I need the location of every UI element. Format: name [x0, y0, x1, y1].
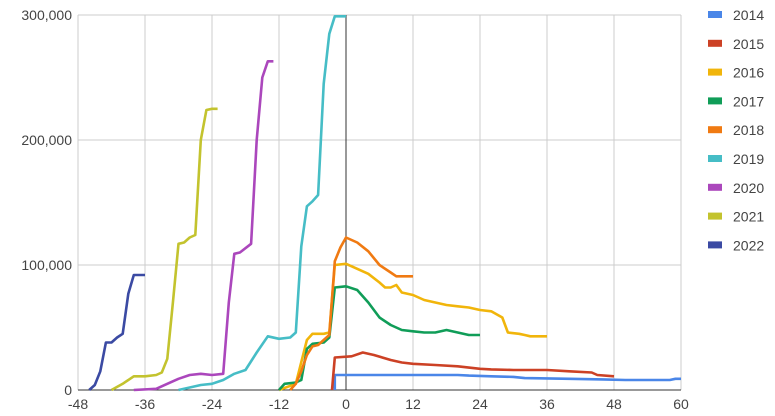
legend-label-2014: 2014 [733, 7, 764, 23]
legend-label-2019: 2019 [733, 151, 764, 167]
legend-label-2017: 2017 [733, 93, 764, 109]
y-tick-label: 100,000 [21, 257, 72, 273]
series-line-2021 [110, 107, 218, 392]
legend-label-2018: 2018 [733, 122, 764, 138]
legend-label-2015: 2015 [733, 36, 764, 52]
legend-swatch-2016 [708, 68, 722, 76]
x-tick-label: 24 [472, 396, 488, 412]
y-tick-label: 300,000 [21, 7, 72, 23]
series-line-2022 [88, 273, 145, 391]
series-line-2016 [278, 262, 547, 392]
legend-label-2016: 2016 [733, 65, 764, 81]
y-tick-label: 0 [64, 382, 72, 398]
legend-swatch-2021 [708, 212, 722, 220]
legend-swatch-2019 [708, 155, 722, 162]
y-tick-label: 200,000 [21, 132, 72, 148]
x-tick-label: 12 [405, 396, 421, 412]
series-line-2015 [330, 351, 615, 391]
x-axis-tick-labels: -48 -36 -24 -12 0 12 24 36 48 60 [68, 396, 689, 412]
legend: 2014 2015 2016 2017 2018 2019 2020 2021 2022 [708, 7, 764, 253]
legend-swatch-2014 [708, 11, 722, 18]
x-tick-label: -36 [135, 396, 155, 412]
x-tick-label: -24 [202, 396, 222, 412]
x-tick-label: 60 [673, 396, 689, 412]
x-tick-label: 48 [606, 396, 622, 412]
grid-lines [77, 14, 682, 391]
legend-swatch-2017 [708, 97, 722, 105]
series-lines [88, 15, 681, 392]
series-line-2018 [289, 236, 413, 391]
series-line-2020 [133, 60, 274, 392]
legend-swatch-2020 [708, 183, 722, 191]
x-tick-label: -12 [269, 396, 289, 412]
series-line-2019 [178, 15, 346, 392]
series-line-2014 [333, 373, 681, 390]
legend-label-2020: 2020 [733, 180, 764, 196]
legend-swatch-2015 [708, 39, 722, 47]
y-axis-tick-labels: 0 100,000 200,000 300,000 [21, 7, 72, 398]
legend-label-2022: 2022 [733, 237, 764, 253]
x-tick-label: -48 [68, 396, 88, 412]
legend-swatch-2022 [708, 241, 722, 249]
legend-swatch-2018 [708, 126, 722, 134]
x-tick-label: 0 [342, 396, 350, 412]
x-tick-label: 36 [539, 396, 555, 412]
legend-label-2021: 2021 [733, 209, 764, 225]
